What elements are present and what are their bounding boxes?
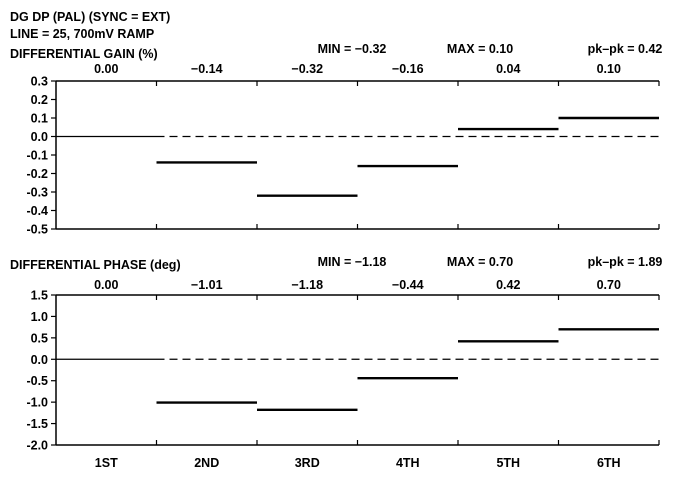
x-category-label: 3RD	[295, 456, 320, 470]
y-tick-label: 0.3	[31, 75, 48, 89]
panel-title: DIFFERENTIAL GAIN (%)	[10, 47, 158, 61]
y-tick-label: 0.5	[31, 331, 48, 345]
y-tick-label: -0.1	[26, 149, 48, 163]
value-label: 0.04	[496, 62, 520, 76]
x-category-label: 6TH	[597, 456, 621, 470]
value-label: −0.44	[392, 278, 424, 292]
y-tick-label: 0.1	[31, 112, 48, 126]
y-tick-label: -1.0	[26, 396, 48, 410]
y-tick-label: 0.0	[31, 353, 48, 367]
value-label: 0.00	[94, 62, 118, 76]
y-tick-label: -0.5	[26, 374, 48, 388]
stat-min: MIN = −0.32	[318, 42, 387, 56]
stat-pk-pk: pk–pk = 1.89	[588, 255, 663, 269]
header-line-2: LINE = 25, 700mV RAMP	[10, 27, 154, 41]
y-tick-label: -0.4	[26, 204, 48, 218]
value-label: −0.32	[291, 62, 323, 76]
stat-max: MAX = 0.70	[447, 255, 513, 269]
stat-max: MAX = 0.10	[447, 42, 513, 56]
x-category-label: 2ND	[194, 456, 219, 470]
stat-min: MIN = −1.18	[318, 255, 387, 269]
x-category-label: 4TH	[396, 456, 420, 470]
y-tick-label: -1.5	[26, 417, 48, 431]
y-tick-label: 0.2	[31, 93, 48, 107]
y-tick-label: -2.0	[26, 439, 48, 453]
value-label: −1.01	[191, 278, 223, 292]
header-line-1: DG DP (PAL) (SYNC = EXT)	[10, 10, 170, 24]
y-tick-label: 1.0	[31, 310, 48, 324]
y-tick-label: 1.5	[31, 289, 48, 303]
value-label: 0.42	[496, 278, 520, 292]
x-category-label: 1ST	[95, 456, 118, 470]
y-tick-label: -0.2	[26, 167, 48, 181]
value-label: −0.16	[392, 62, 424, 76]
value-label: 0.70	[597, 278, 621, 292]
y-tick-label: 0.0	[31, 130, 48, 144]
value-label: 0.10	[597, 62, 621, 76]
panel-title: DIFFERENTIAL PHASE (deg)	[10, 258, 181, 272]
value-label: −1.18	[291, 278, 323, 292]
stat-pk-pk: pk–pk = 0.42	[588, 42, 663, 56]
y-tick-label: -0.3	[26, 186, 48, 200]
value-label: −0.14	[191, 62, 223, 76]
value-label: 0.00	[94, 278, 118, 292]
x-category-label: 5TH	[496, 456, 520, 470]
y-tick-label: -0.5	[26, 223, 48, 237]
